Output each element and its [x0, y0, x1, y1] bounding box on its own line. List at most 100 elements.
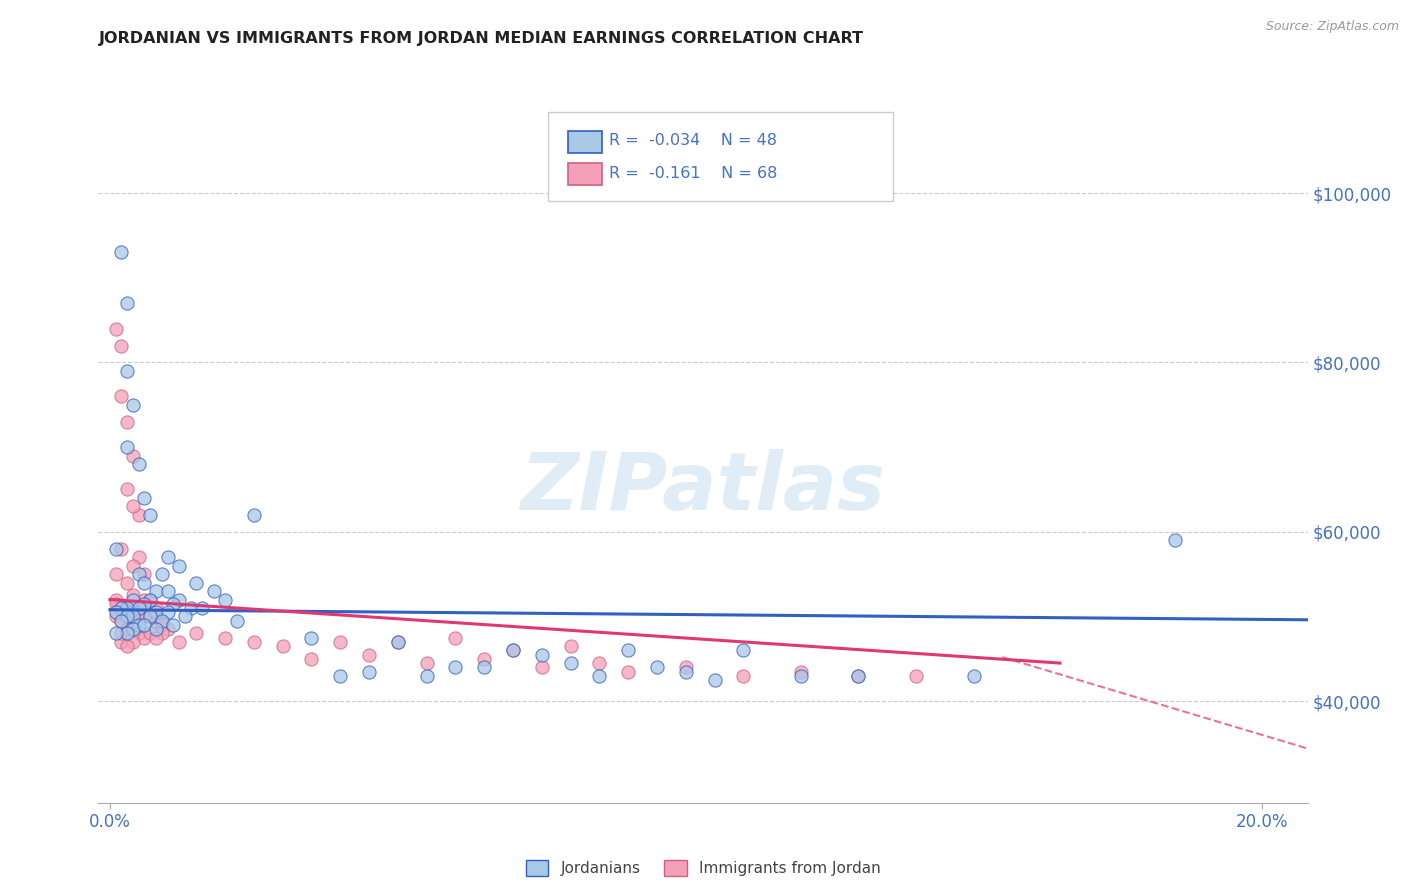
Legend: Jordanians, Immigrants from Jordan: Jordanians, Immigrants from Jordan — [519, 854, 887, 882]
Point — [560, 656, 582, 670]
Point — [472, 660, 495, 674]
Point — [156, 605, 179, 619]
Point — [104, 605, 127, 619]
Point — [848, 669, 870, 683]
Point — [122, 500, 145, 514]
Text: R =  -0.161    N = 68: R = -0.161 N = 68 — [609, 167, 778, 181]
Point — [502, 643, 524, 657]
Point — [145, 614, 167, 628]
Point — [104, 321, 127, 335]
Point — [115, 622, 138, 636]
Point — [128, 601, 150, 615]
Point — [167, 592, 190, 607]
Point — [128, 457, 150, 471]
Point — [150, 614, 173, 628]
Point — [115, 415, 138, 429]
Point — [301, 652, 323, 666]
Point — [214, 631, 236, 645]
Point — [134, 597, 156, 611]
Point — [134, 592, 156, 607]
Point — [588, 669, 610, 683]
Point — [645, 660, 668, 674]
Point — [329, 669, 352, 683]
Point — [104, 567, 127, 582]
Point — [134, 567, 156, 582]
Point — [110, 245, 132, 260]
Point — [122, 592, 145, 607]
Point — [115, 605, 138, 619]
Point — [122, 635, 145, 649]
Point — [139, 626, 162, 640]
Point — [110, 601, 132, 615]
Point — [134, 601, 156, 615]
Point — [128, 550, 150, 565]
Point — [145, 601, 167, 615]
Point — [110, 626, 132, 640]
Point — [962, 669, 984, 683]
Point — [167, 635, 190, 649]
Point — [387, 635, 409, 649]
Point — [156, 584, 179, 599]
Point — [162, 618, 184, 632]
Point — [139, 592, 162, 607]
Point — [115, 364, 138, 378]
Point — [617, 643, 640, 657]
Text: Source: ZipAtlas.com: Source: ZipAtlas.com — [1265, 20, 1399, 33]
Point — [122, 398, 145, 412]
Point — [110, 338, 132, 352]
Point — [134, 575, 156, 590]
Point — [415, 669, 437, 683]
Point — [167, 558, 190, 573]
Point — [122, 609, 145, 624]
Point — [128, 567, 150, 582]
Point — [128, 605, 150, 619]
Point — [415, 656, 437, 670]
Point — [675, 665, 697, 679]
Point — [134, 609, 156, 624]
Point — [115, 440, 138, 454]
Point — [472, 652, 495, 666]
Point — [790, 665, 813, 679]
Point — [115, 626, 138, 640]
Point — [104, 626, 127, 640]
Point — [1164, 533, 1187, 548]
Point — [110, 614, 132, 628]
Point — [104, 541, 127, 556]
Point — [156, 622, 179, 636]
Point — [162, 597, 184, 611]
Text: ZIPatlas: ZIPatlas — [520, 450, 886, 527]
Point — [357, 648, 380, 662]
Point — [180, 601, 202, 615]
Point — [444, 660, 467, 674]
Point — [150, 626, 173, 640]
Point — [110, 389, 132, 403]
Point — [145, 605, 167, 619]
Point — [530, 648, 553, 662]
Point — [145, 631, 167, 645]
Point — [617, 665, 640, 679]
Point — [150, 567, 173, 582]
Point — [139, 609, 162, 624]
Point — [733, 669, 755, 683]
Point — [110, 635, 132, 649]
Point — [145, 622, 167, 636]
Point — [104, 592, 127, 607]
Point — [150, 618, 173, 632]
Point — [225, 614, 247, 628]
Point — [271, 639, 294, 653]
Point — [139, 592, 162, 607]
Point — [214, 592, 236, 607]
Text: JORDANIAN VS IMMIGRANTS FROM JORDAN MEDIAN EARNINGS CORRELATION CHART: JORDANIAN VS IMMIGRANTS FROM JORDAN MEDI… — [98, 31, 863, 46]
Point — [128, 601, 150, 615]
Point — [115, 575, 138, 590]
Point — [128, 508, 150, 522]
Point — [243, 635, 266, 649]
Point — [530, 660, 553, 674]
Point — [191, 601, 214, 615]
Point — [243, 508, 266, 522]
Point — [122, 622, 145, 636]
Point — [848, 669, 870, 683]
Point — [186, 626, 208, 640]
Point — [588, 656, 610, 670]
Point — [122, 609, 145, 624]
